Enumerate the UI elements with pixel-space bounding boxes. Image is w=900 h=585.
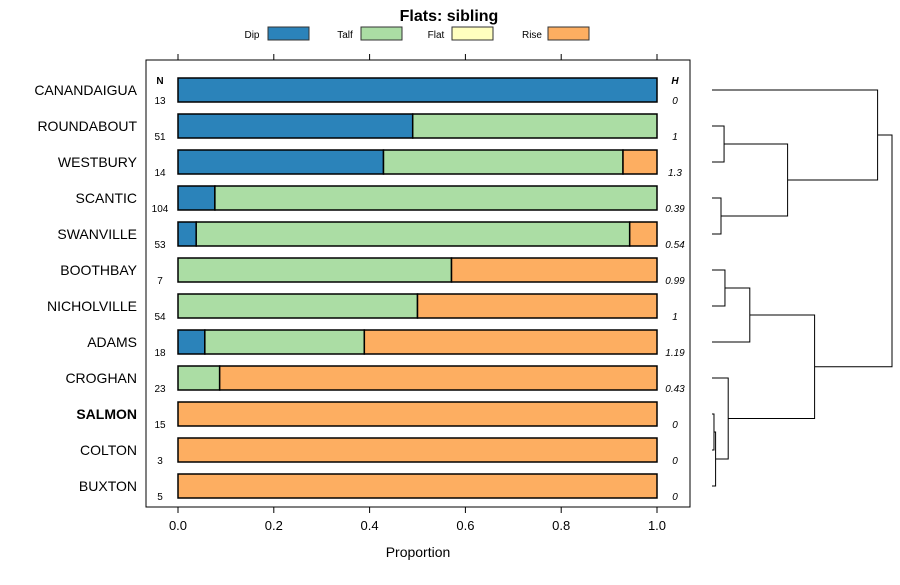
bar-segment-talf	[177, 257, 453, 283]
x-tick-label: 1.0	[648, 518, 666, 533]
category-label: ADAMS	[87, 334, 137, 350]
n-value: 7	[157, 276, 163, 287]
category-label: COLTON	[80, 442, 137, 458]
n-value: 5	[157, 492, 163, 503]
dendrogram-branch	[712, 413, 715, 451]
bar-segment-rise	[622, 149, 658, 175]
chart-title: Flats: sibling	[400, 8, 499, 25]
bar-segment-dip	[177, 113, 414, 139]
legend-label: Dip	[244, 30, 259, 41]
bar-segment-talf	[177, 293, 419, 319]
category-label: CROGHAN	[65, 370, 137, 386]
bar-segment-rise	[177, 473, 658, 499]
legend-swatch	[451, 26, 494, 41]
n-value: 54	[154, 312, 166, 323]
dendrogram-branch	[712, 287, 751, 343]
legend: Dip Talf Flat Rise	[244, 26, 590, 41]
x-tick-label: 0.2	[265, 518, 283, 533]
dendrogram-branch	[712, 125, 725, 163]
h-value: 1.19	[665, 348, 685, 359]
x-tick-label: 0.0	[169, 518, 187, 533]
n-value: 104	[152, 204, 169, 215]
n-value: 14	[154, 168, 166, 179]
category-label: WESTBURY	[58, 154, 138, 170]
h-value: 0	[672, 96, 678, 107]
bar-segment-talf	[214, 185, 658, 211]
h-value: 1	[672, 312, 678, 323]
dendrogram-branch	[814, 134, 893, 368]
n-value: 18	[154, 348, 166, 359]
bar-segment-dip	[177, 329, 206, 355]
legend-label: Flat	[428, 30, 445, 41]
bar-segment-talf	[411, 113, 658, 139]
n-value: 15	[154, 420, 166, 431]
h-value: 0	[672, 492, 678, 503]
dendrogram-branch	[712, 89, 879, 181]
n-column-header: N	[156, 76, 163, 87]
category-label: SCANTIC	[76, 190, 137, 206]
h-value: 1	[672, 132, 678, 143]
category-label: NICHOLVILLE	[47, 298, 137, 314]
x-axis-label: Proportion	[386, 544, 451, 560]
dendrogram	[712, 89, 893, 487]
x-tick-label: 0.4	[361, 518, 379, 533]
n-value: 51	[154, 132, 166, 143]
dendrogram-branch	[728, 314, 816, 419]
h-column-header: H	[671, 76, 679, 87]
dendrogram-branch	[712, 269, 726, 307]
bar-segment-rise	[218, 365, 658, 391]
category-label: SWANVILLE	[57, 226, 137, 242]
category-label: CANANDAIGUA	[34, 82, 137, 98]
h-value: 0.43	[665, 384, 685, 395]
legend-label: Talf	[337, 30, 353, 41]
n-value: 3	[157, 456, 163, 467]
bar-segment-rise	[177, 401, 658, 427]
bar-segment-dip	[177, 221, 197, 247]
legend-swatch	[360, 26, 403, 41]
category-label: SALMON	[76, 406, 137, 422]
category-label: BOOTHBAY	[60, 262, 137, 278]
bar-segment-rise	[450, 257, 658, 283]
h-value: 1.3	[668, 168, 682, 179]
bar-segment-talf	[195, 221, 631, 247]
dendrogram-branch	[721, 143, 789, 217]
legend-label: Rise	[522, 30, 542, 41]
n-value: 23	[154, 384, 166, 395]
bar-segment-talf	[204, 329, 366, 355]
h-value: 0	[672, 456, 678, 467]
bar-segment-rise	[416, 293, 658, 319]
bar-segment-talf	[177, 365, 221, 391]
bar-segment-rise	[177, 437, 658, 463]
legend-swatch	[547, 26, 590, 41]
x-tick-label: 0.6	[456, 518, 474, 533]
h-value: 0.99	[665, 276, 685, 287]
dendrogram-branch	[712, 197, 722, 235]
h-value: 0	[672, 420, 678, 431]
n-value: 53	[154, 240, 166, 251]
bar-segment-dip	[177, 185, 216, 211]
bar-segment-dip	[177, 149, 385, 175]
bar-segment-dip	[177, 77, 658, 103]
bar-segment-rise	[628, 221, 658, 247]
legend-swatch	[267, 26, 310, 41]
x-tick-label: 0.8	[552, 518, 570, 533]
plot-panel	[145, 59, 691, 508]
bar-segment-rise	[363, 329, 658, 355]
category-label: ROUNDABOUT	[37, 118, 137, 134]
h-value: 0.39	[665, 204, 685, 215]
n-value: 13	[154, 96, 166, 107]
bar-segment-talf	[382, 149, 624, 175]
h-value: 0.54	[665, 240, 685, 251]
category-label: BUXTON	[79, 478, 137, 494]
